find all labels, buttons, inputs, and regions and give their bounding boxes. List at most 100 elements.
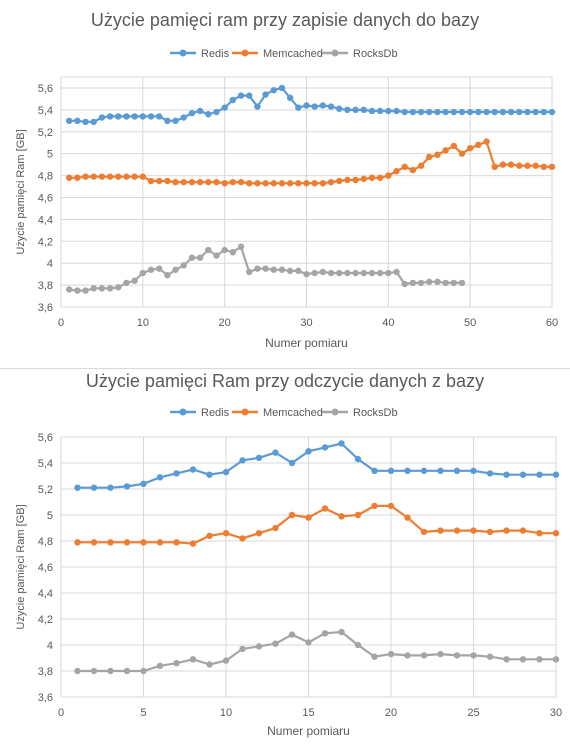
y-tick-label: 4,4 — [38, 588, 53, 600]
data-point-redis — [147, 113, 155, 120]
y-tick-label: 3,8 — [38, 666, 53, 678]
data-point-redis — [434, 108, 441, 116]
legend-item-redis: Redis — [170, 407, 230, 419]
y-tick-label: 4 — [47, 640, 53, 652]
y-tick-label: 5,6 — [38, 83, 53, 95]
data-point-rocksdb — [503, 656, 510, 663]
data-point-redis — [371, 467, 378, 474]
data-point-memcached — [123, 173, 130, 180]
data-point-redis — [156, 474, 164, 481]
data-point-redis — [327, 103, 335, 110]
data-point-rocksdb — [90, 667, 98, 675]
chart-read-panel: Użycie pamięci Ram przy odczycie danych … — [0, 369, 570, 744]
series-line-redis — [77, 442, 556, 489]
data-point-redis — [453, 467, 461, 474]
data-point-redis — [354, 455, 362, 463]
data-point-rocksdb — [123, 667, 131, 675]
data-point-rocksdb — [221, 246, 228, 254]
chart-write: Użycie pamięci ram przy zapisie danych d… — [15, 10, 558, 350]
data-point-redis — [532, 108, 539, 116]
data-point-redis — [188, 109, 196, 117]
legend-marker — [241, 49, 249, 57]
data-point-rocksdb — [272, 640, 279, 647]
data-point-redis — [115, 113, 122, 120]
data-point-memcached — [393, 167, 400, 175]
x-tick-label: 25 — [467, 707, 479, 719]
data-point-memcached — [180, 178, 187, 186]
legend-item-memcached: Memcached — [232, 407, 323, 419]
data-point-redis — [442, 108, 449, 116]
data-point-rocksdb — [458, 279, 466, 287]
data-point-redis — [516, 108, 523, 116]
data-point-redis — [470, 467, 477, 474]
y-tick-label: 5 — [47, 149, 53, 161]
data-point-memcached — [450, 142, 457, 150]
data-point-rocksdb — [206, 661, 213, 668]
data-point-memcached — [319, 180, 327, 187]
data-point-rocksdb — [222, 657, 230, 664]
data-point-memcached — [327, 178, 335, 186]
data-point-redis — [352, 106, 359, 114]
data-point-redis — [206, 471, 213, 478]
data-point-memcached — [213, 178, 220, 186]
data-point-memcached — [221, 180, 228, 187]
legend-marker — [331, 49, 339, 57]
legend-item-memcached: Memcached — [232, 48, 323, 60]
data-point-memcached — [305, 514, 312, 521]
y-tick-label: 5,2 — [38, 127, 53, 139]
data-point-redis — [552, 471, 560, 478]
data-point-rocksdb — [270, 266, 277, 273]
y-tick-label: 4,2 — [38, 236, 53, 248]
data-point-redis — [221, 104, 228, 111]
data-point-rocksdb — [338, 628, 345, 636]
data-point-redis — [270, 86, 277, 94]
data-point-rocksdb — [156, 662, 164, 669]
y-tick-label: 5,4 — [38, 458, 53, 470]
data-point-redis — [360, 106, 367, 114]
data-point-redis — [338, 440, 345, 447]
data-point-memcached — [140, 539, 147, 546]
data-point-memcached — [74, 539, 81, 546]
data-point-rocksdb — [409, 279, 417, 287]
data-point-redis — [466, 108, 474, 116]
legend-item-rocksdb: RocksDb — [322, 48, 398, 60]
data-point-redis — [503, 471, 510, 478]
data-point-redis — [164, 117, 171, 125]
data-point-memcached — [360, 175, 367, 183]
data-point-memcached — [303, 180, 310, 187]
data-point-redis — [140, 480, 147, 487]
data-point-rocksdb — [246, 268, 253, 276]
data-point-redis — [420, 467, 428, 474]
data-point-redis — [173, 470, 180, 477]
data-point-redis — [426, 108, 433, 116]
data-point-redis — [286, 94, 294, 102]
data-point-rocksdb — [385, 269, 392, 277]
data-point-rocksdb — [205, 246, 212, 254]
data-point-rocksdb — [278, 266, 286, 273]
data-point-memcached — [387, 502, 395, 510]
data-point-memcached — [458, 150, 466, 157]
data-point-rocksdb — [453, 652, 461, 659]
data-point-rocksdb — [254, 265, 261, 272]
data-point-rocksdb — [188, 254, 196, 261]
data-point-rocksdb — [255, 643, 263, 650]
data-point-memcached — [229, 178, 237, 186]
data-point-redis — [139, 113, 147, 120]
data-point-redis — [507, 108, 515, 116]
data-point-redis — [458, 108, 466, 116]
data-point-memcached — [311, 180, 318, 187]
data-point-redis — [222, 468, 230, 476]
data-point-memcached — [272, 524, 279, 532]
data-point-memcached — [507, 161, 515, 168]
data-point-rocksdb — [147, 266, 155, 273]
data-point-redis — [450, 108, 457, 116]
data-point-redis — [536, 471, 543, 478]
data-point-rocksdb — [404, 652, 411, 659]
data-point-memcached — [123, 539, 131, 546]
data-point-rocksdb — [288, 631, 296, 638]
y-tick-label: 4,4 — [38, 214, 53, 226]
data-point-redis — [107, 484, 114, 491]
data-point-redis — [90, 484, 98, 491]
data-point-memcached — [540, 163, 548, 171]
legend-item-rocksdb: RocksDb — [322, 407, 398, 419]
